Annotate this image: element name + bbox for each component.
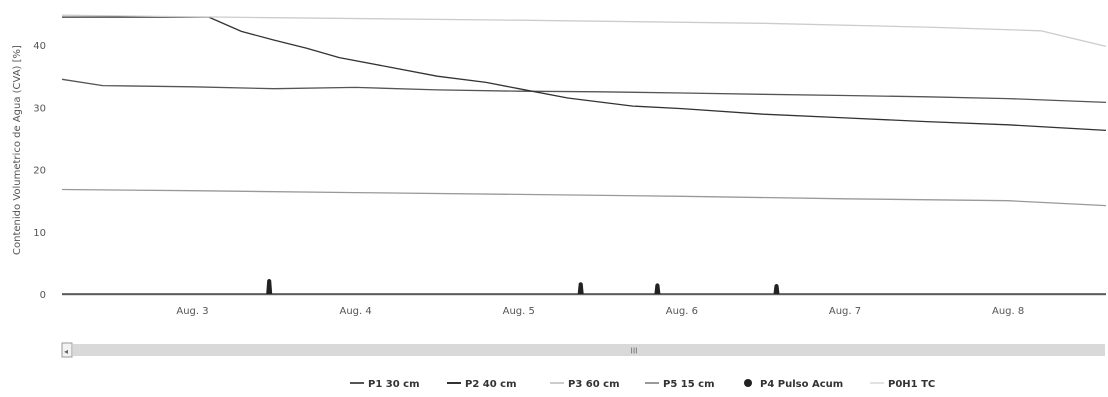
x-tick-label: Aug. 4 [340,306,372,317]
x-tick-label: Aug. 8 [992,306,1024,317]
y-tick-label: 40 [33,41,46,52]
y-tick-label: 20 [33,166,46,177]
navigator-left-arrow-icon: ◂ [64,347,68,356]
navigator-grip-icon: III [630,347,637,356]
series-line[interactable] [61,188,1107,207]
legend-item[interactable]: P2 40 cm [465,379,517,390]
y-tick-label: 30 [33,103,46,114]
series-line[interactable] [61,14,1107,48]
navigator[interactable]: ◂ III [61,342,1105,358]
legend-item[interactable]: P4 Pulso Acum [760,379,843,390]
y-tick-label: 0 [40,290,46,301]
x-axis-ticks: Aug. 3 Aug. 4 Aug. 5 Aug. 6 Aug. 7 Aug. 8 [176,306,1024,317]
pulse-spike[interactable] [266,278,273,294]
x-tick-label: Aug. 7 [829,306,861,317]
legend-item[interactable]: P0H1 TC [888,379,935,390]
pulse-spike[interactable] [773,283,780,294]
pulse-spike[interactable] [577,282,584,294]
legend-marker [744,379,752,387]
y-axis-title-group: Contenido Volumetrico de Agua (CVA) [%] [12,45,23,255]
legend-item[interactable]: P5 15 cm [663,379,715,390]
y-axis-title: Contenido Volumetrico de Agua (CVA) [%] [12,45,23,255]
series-line[interactable] [61,78,1107,104]
x-tick-label: Aug. 5 [503,306,535,317]
legend: P1 30 cm P2 40 cm P3 60 cm P5 15 cm P4 Pulso… [350,379,935,390]
legend-item[interactable]: P1 30 cm [368,379,420,390]
series-line[interactable] [62,16,1107,132]
x-tick-label: Aug. 6 [666,306,698,317]
y-axis-ticks: 0 10 20 30 40 [33,41,46,301]
pulse-spike[interactable] [654,283,661,294]
legend-item[interactable]: P3 60 cm [568,379,620,390]
series-layer [61,14,1107,295]
x-tick-label: Aug. 3 [176,306,208,317]
navigator-scrollbar[interactable] [73,344,1105,356]
y-tick-label: 10 [33,228,46,239]
navigator-left-handle[interactable] [61,342,73,358]
